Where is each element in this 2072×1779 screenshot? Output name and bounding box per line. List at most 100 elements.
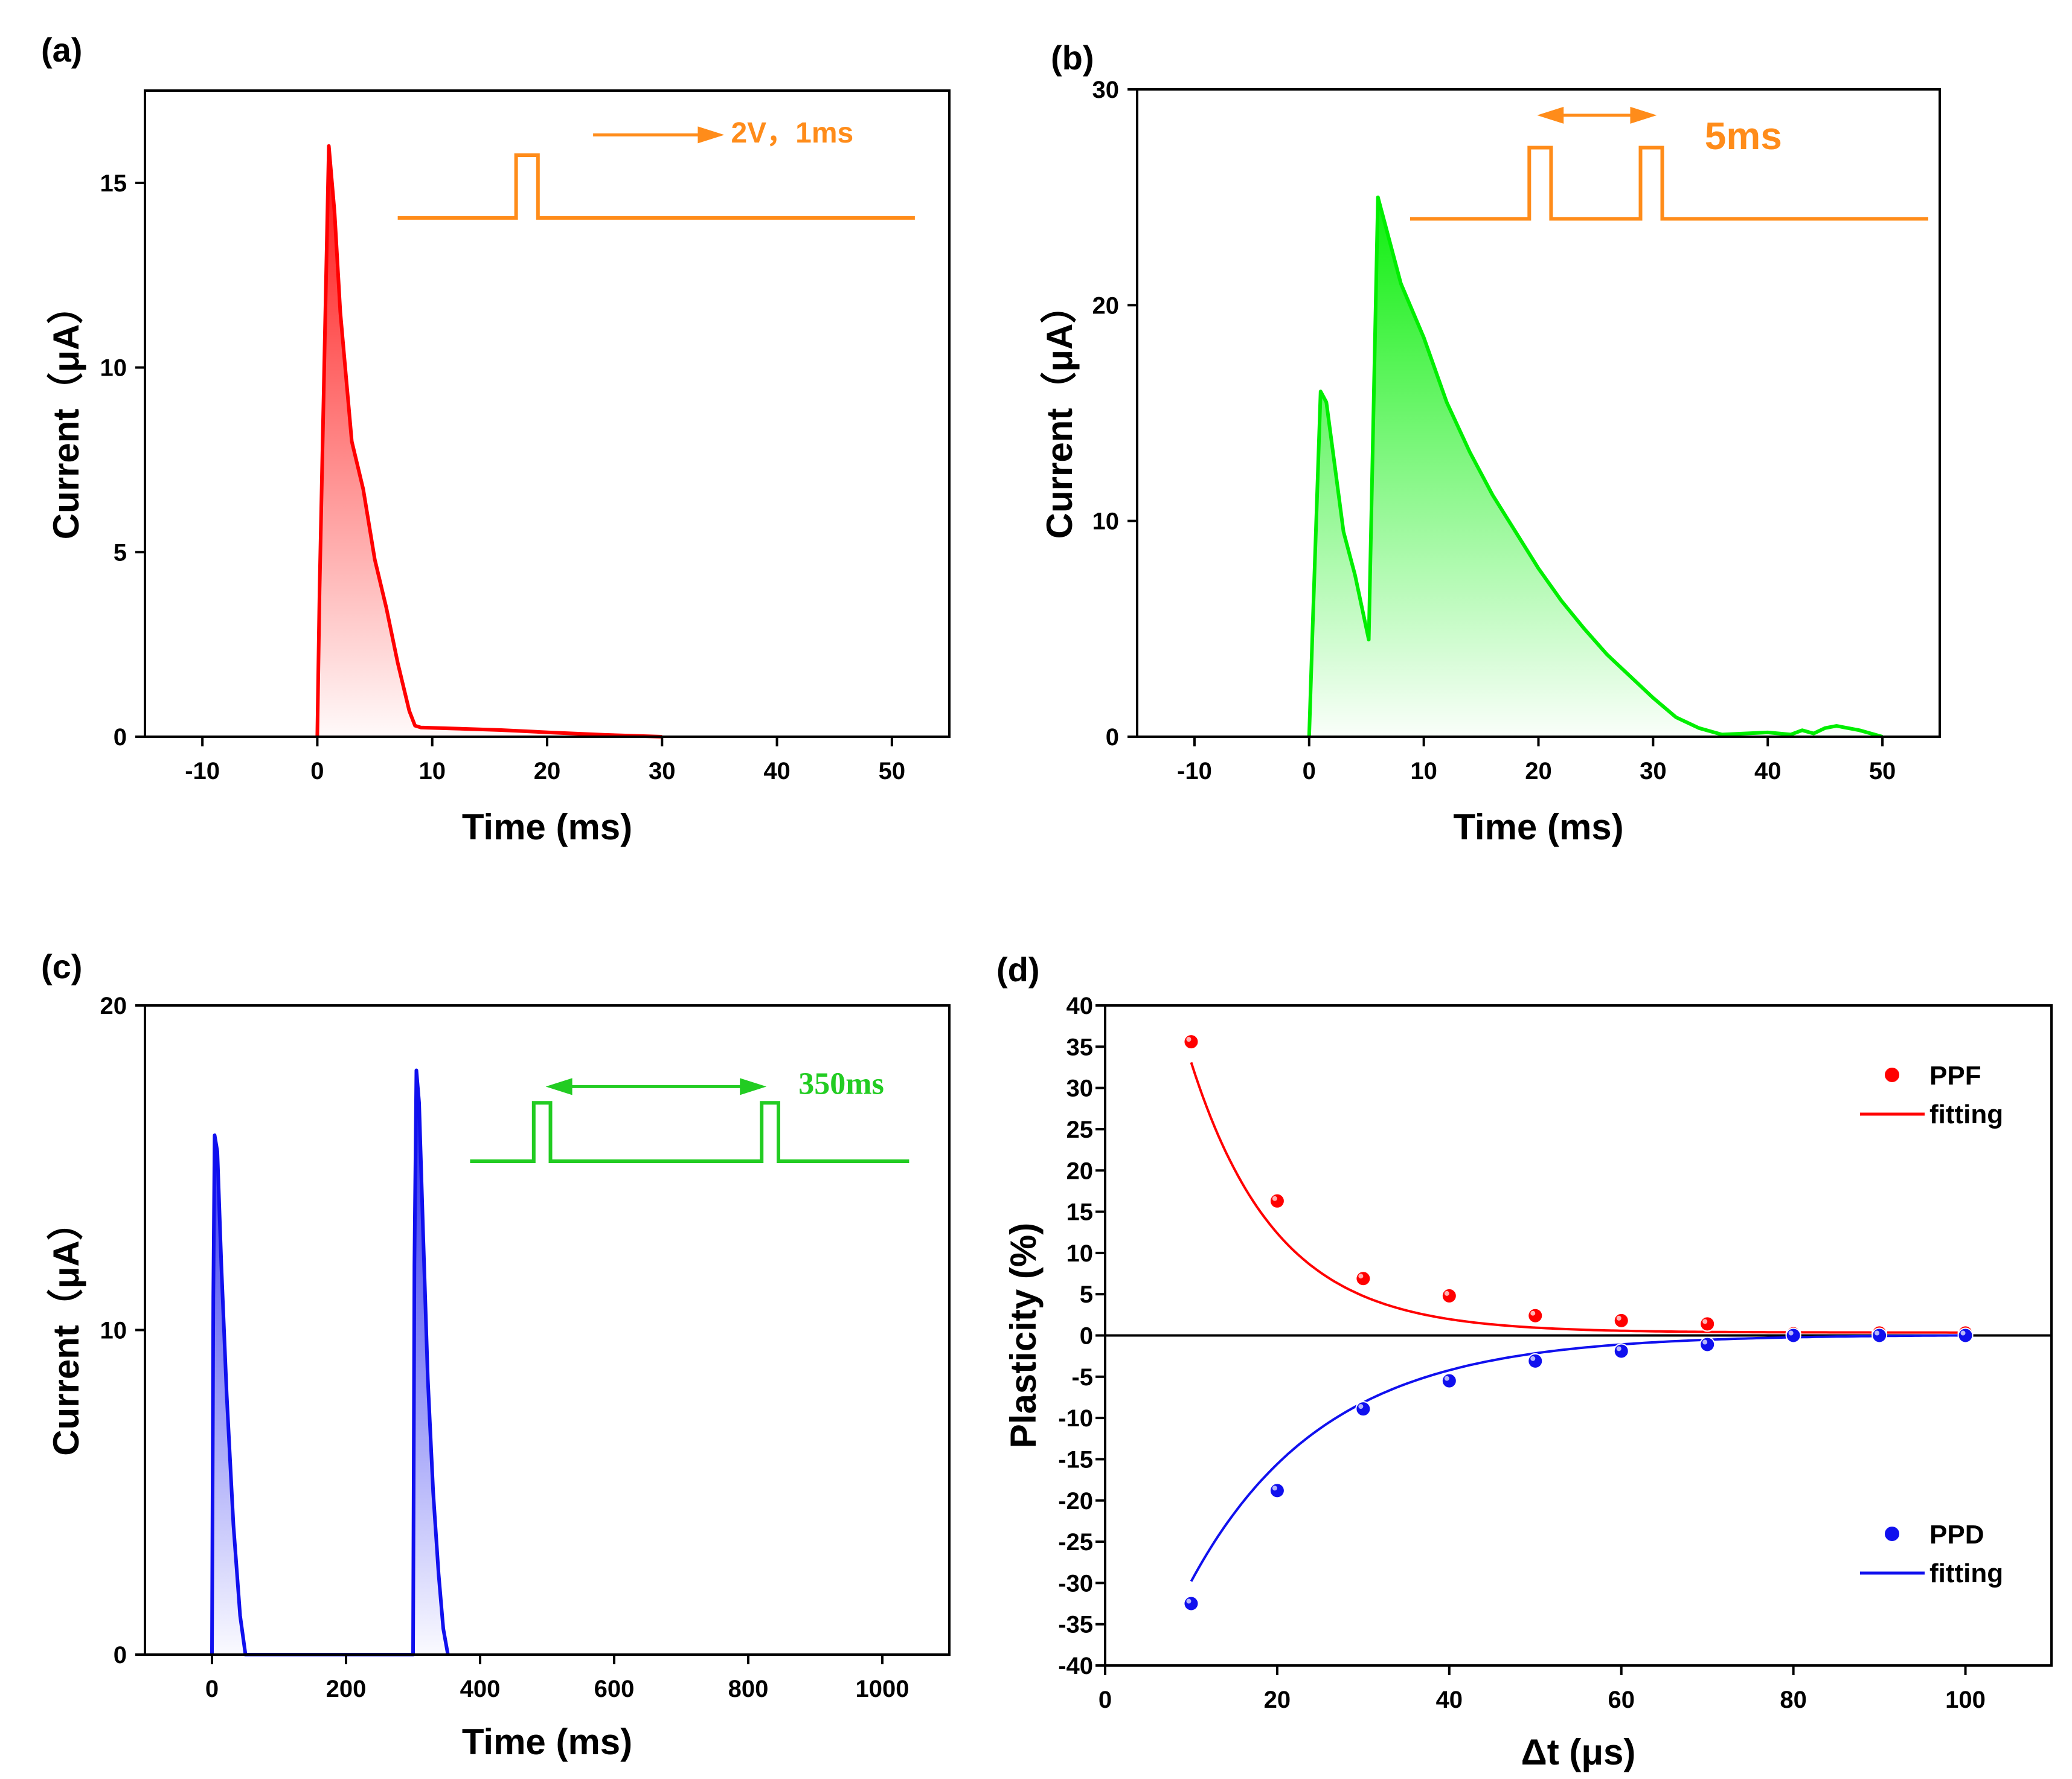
y-tick-label: 40 [1066, 993, 1094, 1019]
pulse-waveform [1410, 146, 1928, 221]
x-tick-label: 0 [205, 1676, 219, 1702]
x-tick-label: 10 [1410, 758, 1437, 784]
chart-panel-a: (a) 2V，1ms -10 0 10 20 30 40 50 0 5 10 15 Time (ms) Cu… [41, 31, 951, 847]
data-point-highlight [1358, 1404, 1364, 1409]
data-point-highlight [1702, 1319, 1708, 1324]
y-tick-label: 0 [114, 1642, 127, 1668]
y-axis-title: Plasticity (%) [1003, 1223, 1044, 1448]
data-point-highlight [1272, 1486, 1277, 1491]
y-tick-label: 35 [1066, 1034, 1094, 1060]
y-tick-label: -30 [1058, 1570, 1093, 1597]
y-tick-label: 10 [1092, 508, 1120, 535]
y-tick-label: 10 [100, 1318, 127, 1344]
pulse-annotation-text: 2V，1ms [731, 117, 853, 149]
y-tick-label: -25 [1058, 1529, 1093, 1556]
y-tick-label: -15 [1058, 1446, 1093, 1473]
legend-label: PPD [1929, 1520, 1984, 1550]
current-trace-line [315, 144, 662, 739]
x-tick-label: 0 [1303, 758, 1316, 784]
arrow-head [545, 1078, 573, 1095]
x-tick-label: 40 [763, 758, 791, 784]
data-point-ppf [1699, 1316, 1716, 1332]
fit-curve-ppf [1190, 1062, 1966, 1334]
data-point-ppf [1269, 1193, 1285, 1209]
x-tick-label: 60 [1608, 1687, 1635, 1713]
y-tick-label: -5 [1071, 1364, 1093, 1391]
x-tick-label: 0 [310, 758, 324, 784]
data-point-highlight [1358, 1274, 1364, 1279]
data-point-ppd [1527, 1353, 1544, 1369]
data-point-ppf [1527, 1307, 1544, 1324]
data-point-ppd [1957, 1327, 1974, 1344]
data-point-highlight [1616, 1346, 1621, 1351]
x-tick-label: -10 [185, 758, 220, 784]
y-tick-label: 20 [1066, 1158, 1094, 1184]
y-tick-label: 0 [1106, 724, 1119, 751]
y-tick-label: -10 [1058, 1405, 1093, 1432]
x-axis-title: Time (ms) [1453, 807, 1623, 847]
data-point-ppd [1269, 1482, 1285, 1499]
legend-ppd: PPD fitting [1860, 1520, 2003, 1588]
data-point-ppf [1355, 1271, 1371, 1287]
axes-frame [144, 89, 951, 738]
data-point-ppf [1441, 1287, 1457, 1304]
pulse-annotation-text: 350ms [798, 1066, 884, 1101]
pulse-waveform [470, 1101, 909, 1163]
data-point-highlight [1530, 1356, 1536, 1361]
chart-panel-b: (b) 5ms -10 0 10 20 30 40 50 0 10 20 30 Time (ms) Curr… [1039, 39, 1941, 847]
y-tick-label: 0 [1080, 1323, 1093, 1350]
area-fill [212, 1070, 448, 1655]
y-tick-label: 30 [1066, 1075, 1094, 1102]
data-point-highlight [1702, 1339, 1708, 1345]
y-tick-label: -20 [1058, 1488, 1093, 1515]
y-tick-label: 30 [1092, 77, 1120, 103]
data-point-highlight [1444, 1290, 1449, 1296]
y-tick-label: 15 [100, 170, 127, 197]
x-axis-title: Time (ms) [462, 1722, 632, 1762]
panel-label: (c) [41, 947, 82, 986]
data-point-ppd [1785, 1327, 1801, 1344]
x-axis-title: Δt (μs) [1521, 1732, 1636, 1772]
series-ppf [1183, 1034, 1974, 1342]
data-point-highlight [1960, 1330, 1966, 1336]
x-tick-label: 1000 [856, 1676, 909, 1702]
data-point-ppd [1441, 1373, 1457, 1389]
x-tick-label: 100 [1945, 1687, 1986, 1713]
y-tick-label: 5 [1080, 1281, 1093, 1308]
y-axis-title: Current（μA） [1039, 287, 1080, 539]
arrow-head [740, 1078, 767, 1095]
x-tick-label: 40 [1436, 1687, 1463, 1713]
y-axis-title: Current（μA） [46, 288, 86, 540]
y-tick-label: -35 [1058, 1612, 1093, 1638]
x-tick-label: 30 [649, 758, 676, 784]
fit-curve-ppd [1190, 1334, 1966, 1582]
y-tick-label: -40 [1058, 1653, 1093, 1679]
x-tick-label: 800 [728, 1676, 769, 1702]
area-fill [317, 146, 662, 737]
data-point-highlight [1186, 1598, 1192, 1604]
pulse-waveform [397, 153, 915, 220]
data-point-highlight [1272, 1196, 1277, 1201]
x-axis-title: Time (ms) [462, 807, 632, 847]
x-tick-label: 20 [1525, 758, 1552, 784]
x-tick-label: 30 [1640, 758, 1667, 784]
panel-label: (d) [996, 950, 1040, 989]
current-trace-line [1307, 195, 1883, 739]
legend-marker [1885, 1068, 1899, 1082]
y-axis-title: Current（μA） [46, 1204, 86, 1456]
data-point-ppd [1699, 1336, 1716, 1353]
data-point-highlight [1530, 1310, 1536, 1316]
legend-label: PPF [1929, 1061, 1981, 1091]
y-tick-label: 20 [100, 993, 127, 1019]
x-tick-label: 0 [1099, 1687, 1112, 1713]
data-point-highlight [1875, 1330, 1880, 1336]
data-point-ppd [1613, 1343, 1629, 1359]
x-tick-label: 10 [419, 758, 446, 784]
panel-label: (a) [41, 31, 82, 69]
legend-ppf: PPF fitting [1860, 1061, 2003, 1129]
x-tick-label: 50 [879, 758, 906, 784]
data-point-ppd [1355, 1401, 1371, 1417]
legend-label: fitting [1929, 1559, 2003, 1588]
data-point-highlight [1186, 1037, 1192, 1042]
